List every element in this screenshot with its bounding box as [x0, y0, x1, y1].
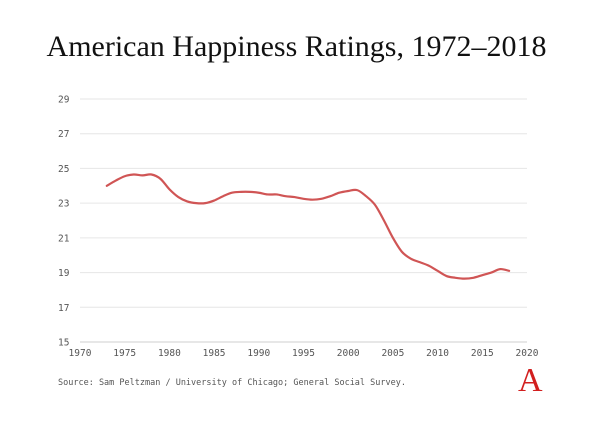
x-tick-label: 2005 — [381, 348, 404, 359]
grid-lines — [80, 98, 527, 343]
chart-title: American Happiness Ratings, 1972–2018 — [46, 30, 547, 63]
series-lines — [105, 173, 511, 280]
y-tick-label: 15 — [58, 338, 69, 349]
y-tick-label: 21 — [58, 233, 70, 244]
y-tick-label: 25 — [58, 164, 69, 175]
y-tick-label: 23 — [58, 199, 69, 210]
y-tick-label: 29 — [58, 95, 70, 106]
x-tick-label: 1970 — [69, 348, 92, 359]
y-tick-label: 17 — [58, 303, 69, 314]
x-tick-label: 1975 — [113, 348, 136, 359]
x-axis-tick-labels: 1970 1975 1980 1985 1990 1995 2000 2005 2010 2015… — [69, 348, 539, 359]
x-tick-label: 1995 — [292, 348, 315, 359]
x-tick-label: 2010 — [426, 348, 449, 359]
y-axis-tick-labels: 15 17 19 21 23 25 27 29 — [58, 95, 70, 349]
publication-logo: A — [518, 362, 543, 399]
x-tick-label: 2015 — [471, 348, 494, 359]
x-tick-label: 2020 — [516, 348, 539, 359]
y-tick-label: 27 — [58, 129, 69, 140]
x-tick-label: 1980 — [158, 348, 181, 359]
happiness-series-line — [105, 173, 511, 280]
x-tick-label: 1985 — [203, 348, 226, 359]
source-note: Source: Sam Peltzman / University of Chi… — [58, 378, 406, 388]
x-tick-label: 2000 — [337, 348, 360, 359]
x-tick-label: 1990 — [247, 348, 270, 359]
y-tick-label: 19 — [58, 268, 70, 279]
